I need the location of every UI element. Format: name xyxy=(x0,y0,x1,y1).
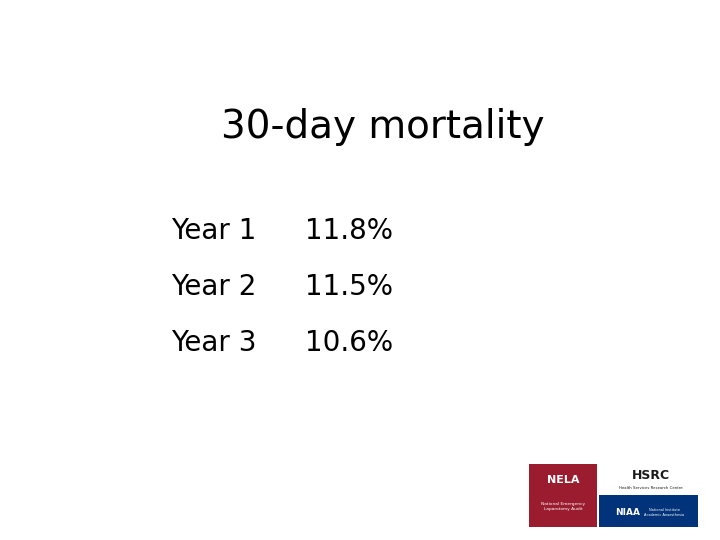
FancyBboxPatch shape xyxy=(598,496,698,526)
Text: Health Services Research Centre: Health Services Research Centre xyxy=(619,486,683,490)
Text: 30-day mortality: 30-day mortality xyxy=(221,109,544,146)
Text: 11.5%: 11.5% xyxy=(305,273,393,301)
Text: National Emergency
Laparotomy Audit: National Emergency Laparotomy Audit xyxy=(541,502,585,511)
Text: Year 2: Year 2 xyxy=(171,273,256,301)
Text: HSRC: HSRC xyxy=(632,469,670,482)
Text: Year 1: Year 1 xyxy=(171,217,256,245)
Text: National Institute
Academic Anaesthesia: National Institute Academic Anaesthesia xyxy=(644,508,685,517)
Text: Year 3: Year 3 xyxy=(171,329,256,357)
Text: 10.6%: 10.6% xyxy=(305,329,393,357)
Text: NIAA: NIAA xyxy=(615,508,640,517)
Text: 11.8%: 11.8% xyxy=(305,217,393,245)
FancyBboxPatch shape xyxy=(529,464,597,526)
Text: NELA: NELA xyxy=(546,475,580,485)
